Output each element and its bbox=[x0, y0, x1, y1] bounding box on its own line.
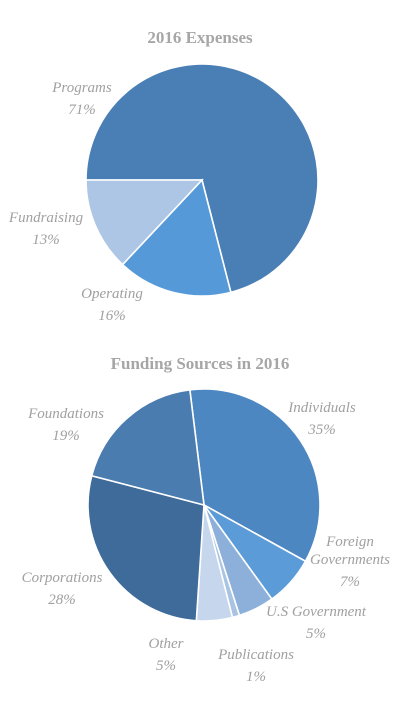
funding-title: Funding Sources in 2016 bbox=[111, 354, 290, 373]
slice-percent-foreign-governments: 7% bbox=[340, 574, 360, 590]
funding-pie bbox=[87, 388, 321, 622]
slice-percent-individuals: 35% bbox=[307, 422, 336, 438]
slice-label-foreign-governments-line-2: Governments bbox=[310, 552, 390, 568]
slice-percent-fundraising: 13% bbox=[32, 232, 60, 248]
expenses-title: 2016 Expenses bbox=[147, 28, 253, 47]
pie-slice-corporations bbox=[87, 474, 205, 622]
slice-percent-other: 5% bbox=[156, 658, 176, 674]
slice-percent-publications: 1% bbox=[246, 669, 266, 685]
slice-label-u-s-government: U.S Government bbox=[266, 604, 367, 620]
slice-label-individuals: Individuals bbox=[287, 400, 356, 416]
slice-label-foundations: Foundations bbox=[27, 406, 104, 422]
pie-slice-programs bbox=[85, 63, 319, 294]
pie-slice-fundraising bbox=[85, 179, 204, 266]
slice-percent-foundations: 19% bbox=[52, 428, 80, 444]
slice-percent-programs: 71% bbox=[68, 102, 96, 118]
expenses-chart: 2016 Expenses Programs 71% Operating 16% Fun… bbox=[8, 28, 319, 324]
pie-slice-foundations bbox=[90, 388, 205, 507]
slice-label-publications: Publications bbox=[217, 647, 294, 663]
funding-chart: Funding Sources in 2016 Individuals 35% Fo… bbox=[22, 354, 391, 685]
pie-slice-operating bbox=[121, 178, 232, 297]
slice-label-foreign-governments-line-1: Foreign bbox=[325, 534, 374, 550]
expenses-pie bbox=[85, 63, 319, 297]
funding-labels: Individuals 35% Foreign Governments 7% U.S Go… bbox=[22, 400, 391, 685]
slice-label-fundraising: Fundraising bbox=[8, 210, 84, 226]
slice-label-programs: Programs bbox=[51, 80, 112, 96]
expenses-labels: Programs 71% Operating 16% Fundraising 13% bbox=[8, 80, 143, 324]
slice-label-corporations: Corporations bbox=[22, 570, 103, 586]
slice-label-other: Other bbox=[149, 636, 184, 652]
slice-label-operating: Operating bbox=[81, 286, 143, 302]
pie-slice-individuals bbox=[188, 388, 321, 563]
slice-percent-corporations: 28% bbox=[48, 592, 76, 608]
slice-percent-u-s-government: 5% bbox=[306, 626, 326, 642]
slice-percent-operating: 16% bbox=[98, 308, 126, 324]
